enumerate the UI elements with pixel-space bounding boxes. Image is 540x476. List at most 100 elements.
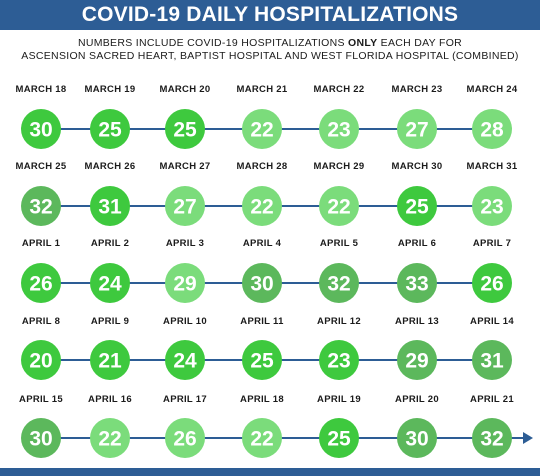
day-value: 22	[98, 428, 121, 451]
day-value: 22	[250, 119, 273, 142]
date-label: MARCH 30	[392, 161, 443, 172]
day-circle	[242, 109, 282, 149]
subtitle-text-after: EACH DAY FOR	[377, 37, 463, 49]
day-circle	[21, 109, 61, 149]
day-circle	[21, 418, 61, 458]
day-circle	[90, 263, 130, 303]
day-circle	[90, 340, 130, 380]
day-value: 22	[250, 428, 273, 451]
day-circle	[319, 109, 359, 149]
date-label: APRIL 21	[470, 394, 514, 405]
day-value: 26	[480, 273, 503, 296]
day-value: 30	[405, 428, 428, 451]
date-label: APRIL 4	[243, 238, 282, 249]
day-circle	[90, 418, 130, 458]
date-label: MARCH 18	[16, 84, 67, 95]
day-value: 25	[405, 196, 429, 219]
day-value: 23	[327, 350, 350, 373]
day-circle	[165, 418, 205, 458]
day-value: 23	[327, 119, 350, 142]
date-label: MARCH 19	[85, 84, 136, 95]
day-circle	[472, 186, 512, 226]
day-value: 32	[327, 273, 350, 296]
day-circle	[319, 340, 359, 380]
day-circle	[242, 263, 282, 303]
date-label: APRIL 2	[91, 238, 129, 249]
day-value: 25	[327, 428, 351, 451]
timeline-arrow-icon	[523, 432, 533, 444]
date-label: APRIL 14	[470, 316, 514, 327]
day-circle	[165, 109, 205, 149]
day-value: 28	[480, 119, 504, 142]
date-label: MARCH 27	[160, 161, 211, 172]
subtitle-emphasis: ONLY	[348, 37, 378, 49]
day-value: 24	[98, 273, 122, 296]
day-value: 29	[405, 350, 428, 373]
date-label: APRIL 5	[320, 238, 359, 249]
day-circle	[397, 109, 437, 149]
day-value: 30	[250, 273, 273, 296]
date-label: APRIL 6	[398, 238, 436, 249]
day-value: 26	[173, 428, 196, 451]
date-label: MARCH 20	[160, 84, 211, 95]
day-circle	[21, 263, 61, 303]
day-value: 20	[29, 350, 52, 373]
day-circle	[319, 263, 359, 303]
day-circle	[319, 418, 359, 458]
day-value: 21	[98, 350, 122, 373]
day-circle	[242, 186, 282, 226]
day-value: 26	[29, 273, 52, 296]
date-label: MARCH 29	[314, 161, 365, 172]
day-value: 31	[98, 196, 122, 219]
day-value: 32	[480, 428, 503, 451]
day-circle	[242, 340, 282, 380]
day-value: 27	[405, 119, 428, 142]
date-label: APRIL 10	[163, 316, 207, 327]
day-value: 25	[173, 119, 197, 142]
date-label: APRIL 1	[22, 238, 61, 249]
date-label: APRIL 20	[395, 394, 439, 405]
date-label: MARCH 23	[392, 84, 443, 95]
day-circle	[21, 186, 61, 226]
day-circle	[472, 263, 512, 303]
subtitle-line-2: ASCENSION SACRED HEART, BAPTIST HOSPITAL…	[21, 50, 519, 62]
date-label: APRIL 7	[473, 238, 511, 249]
date-label: MARCH 22	[314, 84, 365, 95]
day-circle	[242, 418, 282, 458]
day-circle	[472, 418, 512, 458]
day-value: 22	[250, 196, 273, 219]
date-label: APRIL 17	[163, 394, 207, 405]
subtitle-line-1: NUMBERS INCLUDE COVID-19 HOSPITALIZATION…	[0, 37, 540, 50]
day-value: 31	[480, 350, 504, 373]
date-label: APRIL 8	[22, 316, 60, 327]
date-label: MARCH 21	[237, 84, 288, 95]
day-circle	[397, 418, 437, 458]
date-label: APRIL 16	[88, 394, 132, 405]
day-value: 29	[173, 273, 196, 296]
date-label: MARCH 24	[467, 84, 518, 95]
day-value: 32	[29, 196, 52, 219]
date-label: MARCH 26	[85, 161, 136, 172]
date-label: APRIL 15	[19, 394, 63, 405]
day-value: 23	[480, 196, 503, 219]
day-circle	[397, 263, 437, 303]
day-circle	[397, 186, 437, 226]
date-label: MARCH 31	[467, 161, 518, 172]
day-circle	[165, 186, 205, 226]
date-label: APRIL 11	[240, 316, 284, 327]
day-value: 25	[98, 119, 122, 142]
day-circle	[21, 340, 61, 380]
title-bar: COVID-19 DAILY HOSPITALIZATIONS	[0, 0, 540, 30]
day-circle	[397, 340, 437, 380]
date-label: APRIL 18	[240, 394, 284, 405]
subtitle: NUMBERS INCLUDE COVID-19 HOSPITALIZATION…	[0, 37, 540, 63]
date-label: APRIL 9	[91, 316, 129, 327]
day-circle	[90, 109, 130, 149]
day-value: 30	[29, 428, 52, 451]
day-value: 25	[250, 350, 274, 373]
day-circle	[165, 263, 205, 303]
day-circle	[472, 109, 512, 149]
date-label: APRIL 3	[166, 238, 204, 249]
